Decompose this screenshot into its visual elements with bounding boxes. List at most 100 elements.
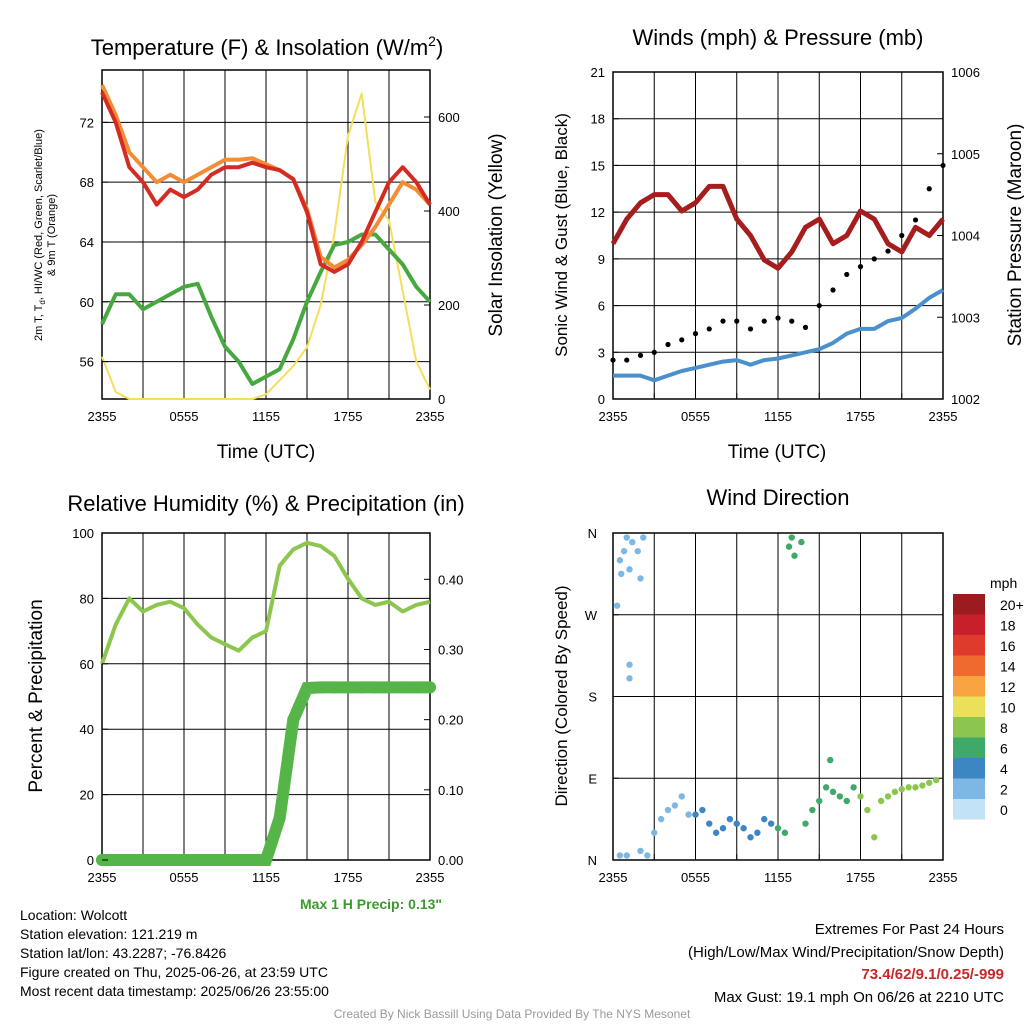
y-tick-label: 0 bbox=[87, 853, 94, 868]
x-tick-label: 1155 bbox=[252, 409, 280, 424]
direction-point bbox=[664, 806, 672, 814]
direction-point bbox=[651, 829, 658, 836]
gust-point bbox=[802, 324, 809, 330]
colorbar-swatch bbox=[953, 737, 985, 758]
y-tick-label: 56 bbox=[80, 355, 94, 370]
gust-point bbox=[747, 326, 754, 332]
gust-point bbox=[692, 331, 699, 337]
gust-point bbox=[637, 352, 644, 358]
colorbar-swatch bbox=[953, 614, 985, 635]
direction-point bbox=[629, 538, 636, 546]
gust-point bbox=[734, 318, 740, 324]
gust-point bbox=[830, 287, 836, 293]
direction-point bbox=[912, 784, 919, 791]
direction-point bbox=[616, 852, 624, 859]
gust-point bbox=[885, 248, 891, 254]
direction-point bbox=[692, 811, 699, 818]
direction-point bbox=[788, 534, 795, 541]
temperature-y-label-line2: & 9m T (Orange) bbox=[46, 194, 58, 276]
direction-point bbox=[719, 825, 727, 832]
direction-point bbox=[740, 825, 747, 832]
direction-point bbox=[733, 820, 740, 827]
direction-point bbox=[774, 825, 782, 832]
direction-point bbox=[618, 570, 625, 578]
direction-point bbox=[827, 756, 834, 764]
colorbar-label: 10 bbox=[1000, 700, 1016, 716]
x-tick-label: 2355 bbox=[416, 409, 445, 424]
direction-point bbox=[822, 784, 830, 791]
gust-point bbox=[912, 217, 919, 223]
direction-point bbox=[932, 776, 940, 784]
y-tick-label: 18 bbox=[591, 112, 605, 127]
direction-point bbox=[798, 538, 805, 546]
direction-point bbox=[781, 829, 789, 836]
colorbar-swatch bbox=[953, 799, 985, 820]
humidity-x-ticks: 2355 0555 1155 1755 2355 bbox=[88, 870, 445, 885]
gust-point bbox=[761, 318, 767, 324]
station-location: Location: Wolcott bbox=[20, 907, 128, 923]
x-tick-label: 2355 bbox=[599, 409, 628, 424]
pressure-right-ticks: 1002 1003 1004 1005 1006 bbox=[937, 65, 980, 407]
temperature-title: Temperature (F) & Insolation (W/m2) bbox=[91, 33, 444, 60]
y-tick-label: 12 bbox=[591, 205, 605, 220]
gust-point bbox=[610, 357, 616, 363]
direction-point bbox=[767, 820, 775, 827]
x-tick-label: 1155 bbox=[252, 870, 280, 885]
humidity-title: Relative Humidity (%) & Precipitation (i… bbox=[67, 491, 464, 516]
direction-point bbox=[613, 602, 621, 609]
winds-grid bbox=[612, 72, 944, 399]
x-tick-label: 1155 bbox=[764, 870, 792, 885]
direction-point bbox=[634, 547, 641, 555]
y-tick-label: 1005 bbox=[951, 147, 980, 162]
colorbar-label: 0 bbox=[1000, 802, 1008, 818]
gust-point bbox=[665, 341, 671, 348]
direction-title: Wind Direction bbox=[706, 485, 849, 510]
gust-point bbox=[651, 349, 657, 355]
series-station-pressure bbox=[610, 183, 945, 271]
direction-point bbox=[926, 779, 933, 786]
direction-point bbox=[802, 820, 809, 827]
x-tick-label: 2355 bbox=[929, 870, 958, 885]
y-tick-label: 80 bbox=[80, 591, 94, 606]
direction-point bbox=[726, 815, 734, 823]
colorbar-swatch bbox=[953, 676, 985, 697]
direction-point bbox=[864, 806, 871, 814]
y-tick-label: 21 bbox=[591, 65, 605, 80]
colorbar-label: 6 bbox=[1000, 741, 1008, 757]
colorbar-swatch bbox=[953, 696, 985, 717]
gust-point bbox=[940, 162, 946, 169]
y-tick-label: 9 bbox=[598, 252, 605, 267]
colorbar-swatch bbox=[953, 717, 985, 738]
direction-x-ticks: 2355 0555 1155 1755 2355 bbox=[599, 870, 958, 885]
y-tick-label: 1006 bbox=[951, 65, 980, 80]
direction-grid bbox=[612, 533, 944, 860]
direction-point bbox=[712, 829, 720, 836]
x-tick-label: 0555 bbox=[170, 870, 199, 885]
colorbar-label: 12 bbox=[1000, 679, 1016, 695]
direction-point bbox=[657, 815, 665, 823]
direction-point bbox=[699, 806, 706, 814]
winds-x-ticks: 2355 0555 1155 1755 2355 bbox=[599, 409, 958, 424]
direction-point bbox=[626, 566, 633, 573]
x-tick-label: 2355 bbox=[599, 870, 628, 885]
y-tick-label: 0.30 bbox=[438, 642, 463, 657]
direction-point bbox=[626, 661, 633, 668]
y-tick-label: N bbox=[588, 853, 597, 868]
temperature-series bbox=[100, 84, 432, 400]
temperature-left-ticks: 56 60 64 68 72 bbox=[80, 115, 108, 370]
series-9m-t bbox=[100, 84, 432, 270]
direction-y-label: Direction (Colored By Speed) bbox=[552, 585, 571, 806]
gust-point bbox=[789, 318, 795, 324]
direction-point bbox=[754, 829, 761, 836]
colorbar-swatch bbox=[953, 758, 985, 779]
series-precipitation bbox=[96, 681, 436, 866]
direction-point bbox=[747, 834, 754, 841]
y-tick-label: 15 bbox=[591, 158, 605, 173]
winds-y-label: Sonic Wind & Gust (Blue, Black) bbox=[552, 113, 571, 357]
colorbar-label: 18 bbox=[1000, 618, 1016, 634]
y-tick-label: 0.20 bbox=[438, 713, 463, 728]
colorbar-label: 20+ bbox=[1000, 597, 1024, 613]
x-tick-label: 2355 bbox=[416, 870, 445, 885]
y-tick-label: 1004 bbox=[951, 229, 980, 244]
